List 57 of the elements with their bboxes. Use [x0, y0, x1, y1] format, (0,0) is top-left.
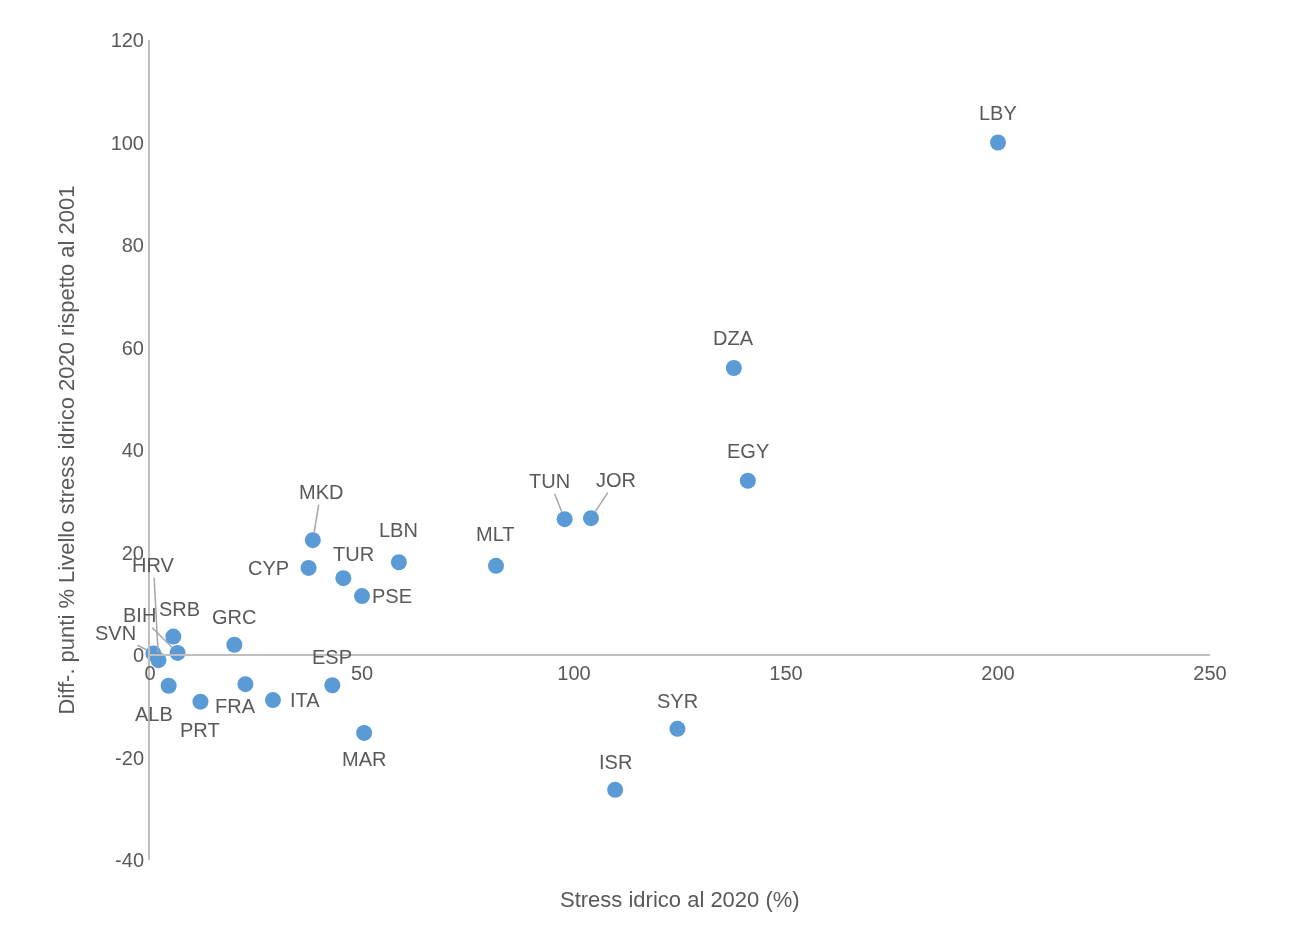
- y-tick-label: 40: [121, 439, 144, 461]
- point: [335, 570, 352, 587]
- x-tick-label: 200: [981, 662, 1015, 684]
- point: [725, 360, 742, 376]
- point: [356, 724, 373, 741]
- point: [165, 628, 182, 645]
- series-label: DZA: [713, 327, 754, 349]
- y-tick-label: 0: [132, 644, 144, 666]
- point: [264, 692, 281, 709]
- point: [226, 636, 243, 653]
- point: [160, 677, 177, 694]
- series-label: TUR: [333, 543, 375, 565]
- point: [354, 588, 370, 605]
- point: [324, 677, 341, 694]
- x-tick-label: 100: [557, 662, 591, 684]
- series-label: LBY: [979, 102, 1017, 124]
- x-tick-label: 150: [769, 662, 803, 684]
- series-label: MKD: [299, 481, 344, 503]
- point: [237, 676, 254, 693]
- point: [990, 134, 1006, 151]
- series-label: FRA: [215, 695, 256, 717]
- series-label: ISR: [599, 751, 633, 773]
- series-label: ESP: [312, 646, 353, 668]
- point: [582, 510, 599, 527]
- series-label: CYP: [248, 557, 290, 579]
- point: [300, 559, 317, 576]
- series-label: ALB: [135, 703, 173, 725]
- y-tick-label: -40: [115, 849, 144, 871]
- x-tick-label: 50: [350, 662, 374, 684]
- y-tick-label: 80: [121, 234, 144, 256]
- series-label: GRC: [212, 606, 257, 628]
- series-label: PRT: [180, 719, 220, 741]
- x-axis-title: Stress idrico al 2020 (%): [560, 887, 800, 912]
- series-label: SYR: [657, 690, 699, 712]
- point: [304, 532, 321, 549]
- point: [556, 511, 573, 528]
- series-label: ITA: [290, 689, 321, 711]
- y-tick-label: 120: [110, 29, 144, 51]
- point: [607, 781, 624, 798]
- series-label: PSE: [372, 585, 413, 607]
- series-label: MAR: [342, 748, 387, 770]
- y-tick-label: 60: [121, 336, 144, 359]
- point: [390, 554, 407, 571]
- point: [739, 472, 756, 489]
- series-label: TUN: [529, 470, 571, 492]
- y-axis-title: Diff-. punti % Livello stress idrico 2020 rispetto al 2001: [53, 185, 79, 715]
- y-tick-label: 100: [110, 131, 144, 154]
- series-label: JOR: [596, 469, 636, 491]
- series-label: SRB: [159, 598, 201, 620]
- y-tick-label: -20: [115, 746, 144, 769]
- point: [487, 557, 504, 574]
- x-tick-label: 250: [1193, 662, 1227, 684]
- point: [669, 720, 686, 737]
- series-label: EGY: [727, 440, 770, 462]
- point: [192, 693, 209, 710]
- series-label: LBN: [379, 519, 418, 541]
- series-label: MLT: [476, 523, 515, 545]
